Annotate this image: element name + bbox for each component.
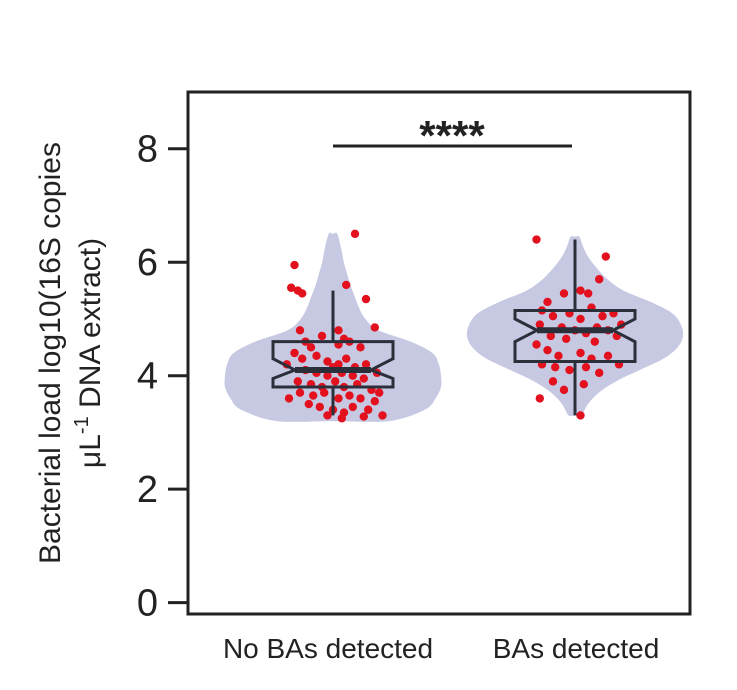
- data-point: [350, 229, 360, 239]
- data-point: [554, 351, 563, 361]
- y-axis-title-line1: Bacterial load log10(16S copies: [34, 142, 67, 564]
- box-layer: [271, 239, 637, 416]
- data-point: [595, 368, 604, 378]
- data-point: [565, 365, 574, 375]
- data-point: [298, 354, 307, 363]
- data-point: [601, 252, 610, 261]
- data-point: [378, 411, 387, 420]
- data-point: [576, 348, 585, 358]
- data-point: [603, 351, 613, 361]
- data-point: [590, 337, 599, 346]
- data-point: [356, 394, 365, 403]
- data-point: [323, 371, 332, 380]
- data-point: [598, 311, 607, 321]
- data-point: [543, 345, 552, 355]
- significance-label: ****: [419, 112, 485, 159]
- data-point: [337, 414, 346, 423]
- data-point: [532, 340, 541, 349]
- data-point: [356, 343, 365, 352]
- data-point: [370, 397, 379, 406]
- data-point: [532, 235, 541, 244]
- data-point: [535, 320, 544, 329]
- data-point: [562, 334, 571, 344]
- data-point: [323, 411, 332, 420]
- data-point: [334, 326, 343, 335]
- data-point: [579, 380, 588, 389]
- data-point: [535, 394, 544, 403]
- data-point: [295, 388, 305, 397]
- data-point: [284, 394, 294, 403]
- data-point: [306, 343, 316, 352]
- data-point: [348, 371, 357, 380]
- y-axis-title-rest: DNA extract): [74, 238, 107, 416]
- y-axis-title-sup: -1: [71, 416, 93, 434]
- data-point: [581, 362, 591, 372]
- box-1: [271, 340, 395, 389]
- y-axis-title-unit: μL: [74, 434, 107, 468]
- data-point: [345, 391, 354, 400]
- data-point: [548, 377, 558, 386]
- data-point: [290, 260, 299, 270]
- data-point: [559, 385, 569, 395]
- data-point: [287, 283, 296, 292]
- data-point: [331, 377, 340, 386]
- data-point: [584, 289, 593, 298]
- data-point: [559, 289, 569, 298]
- data-point: [323, 357, 332, 366]
- data-point: [348, 402, 357, 412]
- data-point: [304, 399, 313, 409]
- data-point: [361, 360, 371, 369]
- y-tick-label-6: 6: [137, 242, 158, 284]
- data-point: [320, 388, 329, 397]
- data-point: [364, 405, 373, 414]
- y-tick-label-0: 0: [137, 583, 158, 625]
- data-point: [359, 412, 368, 421]
- data-point: [576, 411, 585, 420]
- data-point: [334, 394, 343, 403]
- data-point: [546, 331, 555, 341]
- data-point: [312, 351, 321, 361]
- data-point: [293, 377, 302, 386]
- plot-frame: [186, 90, 692, 616]
- y-tick-label-8: 8: [137, 129, 158, 171]
- data-point: [595, 275, 604, 284]
- data-point: [342, 354, 351, 363]
- y-tick-label-4: 4: [137, 356, 158, 398]
- data-point: [548, 311, 558, 321]
- data-point: [576, 286, 585, 295]
- y-axis-title-line2: μL-1 DNA extract): [71, 238, 107, 468]
- violin-layer: [224, 232, 684, 422]
- x-tick-label-bas: BAs detected: [493, 633, 660, 664]
- data-point: [361, 294, 371, 304]
- y-tick-label-2: 2: [137, 469, 158, 511]
- data-point: [551, 362, 560, 372]
- data-point: [298, 289, 307, 298]
- data-point: [543, 297, 552, 307]
- data-point: [342, 280, 351, 290]
- data-point: [295, 326, 305, 335]
- data-point: [375, 388, 384, 397]
- y-axis: 0 2 4 6 8: [137, 129, 188, 625]
- data-point: [370, 323, 379, 332]
- data-point: [290, 348, 299, 358]
- data-point: [317, 331, 327, 341]
- box-2: [513, 308, 637, 364]
- x-tick-label-no-bas: No BAs detected: [223, 633, 433, 664]
- y-axis-title: Bacterial load log10(16S copies μL-1 DNA…: [34, 142, 107, 564]
- data-point: [309, 391, 318, 400]
- data-point: [315, 402, 324, 412]
- data-point: [359, 374, 368, 383]
- data-point: [576, 314, 585, 324]
